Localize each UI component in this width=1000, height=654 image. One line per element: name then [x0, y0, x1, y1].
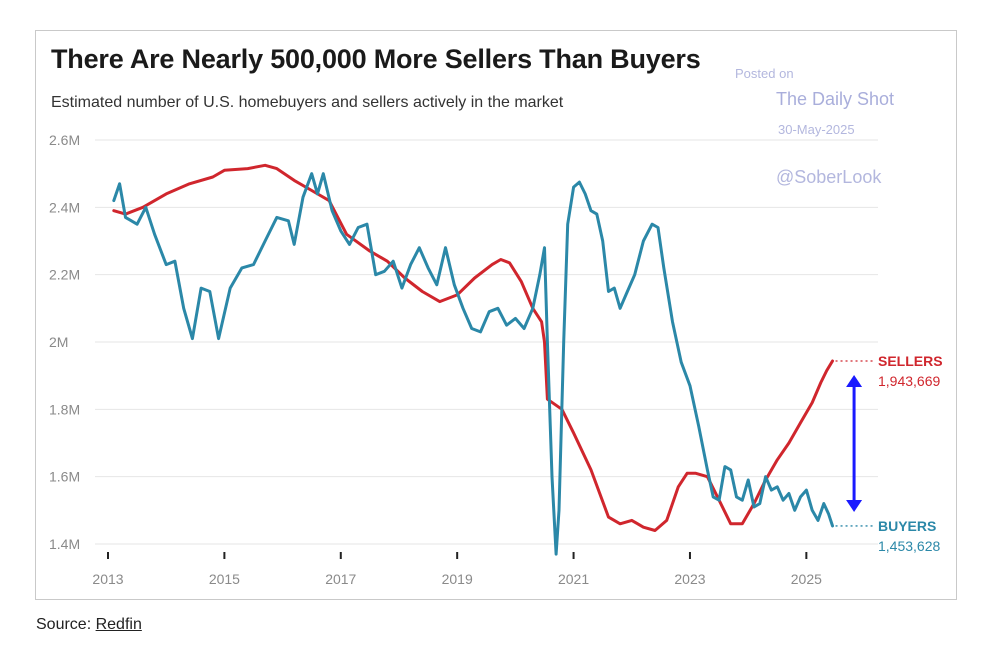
- x-tick-label: 2013: [92, 571, 123, 587]
- chart-title: There Are Nearly 500,000 More Sellers Th…: [51, 44, 701, 74]
- series-line-sellers: [112, 163, 834, 532]
- x-tick-label: 2015: [209, 571, 240, 587]
- source-link[interactable]: Redfin: [95, 616, 142, 633]
- y-tick-label: 1.6M: [49, 469, 80, 485]
- x-tick-label: 2019: [442, 571, 473, 587]
- x-tick-label: 2017: [325, 571, 356, 587]
- x-tick-label: 2021: [558, 571, 589, 587]
- y-tick-label: 2M: [49, 334, 68, 350]
- chart-frame: There Are Nearly 500,000 More Sellers Th…: [35, 30, 957, 600]
- source-label: Source:: [36, 616, 96, 633]
- x-tick-label: 2023: [674, 571, 705, 587]
- gap-arrow-head-down: [846, 499, 863, 512]
- y-tick-label: 1.8M: [49, 401, 80, 417]
- series-value-label-sellers: 1,943,669: [878, 373, 940, 389]
- series-name-label-buyers: BUYERS: [878, 518, 936, 534]
- watermark-date: 30-May-2025: [778, 122, 855, 137]
- source-line: Source: Redfin: [36, 616, 142, 634]
- series-name-label-sellers: SELLERS: [878, 353, 943, 369]
- y-tick-label: 2.4M: [49, 199, 80, 215]
- y-tick-label: 2.6M: [49, 132, 80, 148]
- watermark-handle: @SoberLook: [776, 167, 882, 187]
- watermark-posted: Posted on: [735, 66, 794, 81]
- gap-arrow-head-up: [846, 374, 863, 387]
- y-tick-label: 1.4M: [49, 536, 80, 552]
- series-value-label-buyers: 1,453,628: [878, 538, 940, 554]
- watermark-brand: The Daily Shot: [776, 89, 895, 109]
- y-tick-label: 2.2M: [49, 267, 80, 283]
- series-line-buyers: [112, 172, 834, 556]
- x-tick-label: 2025: [791, 571, 822, 587]
- chart-subtitle: Estimated number of U.S. homebuyers and …: [51, 94, 564, 111]
